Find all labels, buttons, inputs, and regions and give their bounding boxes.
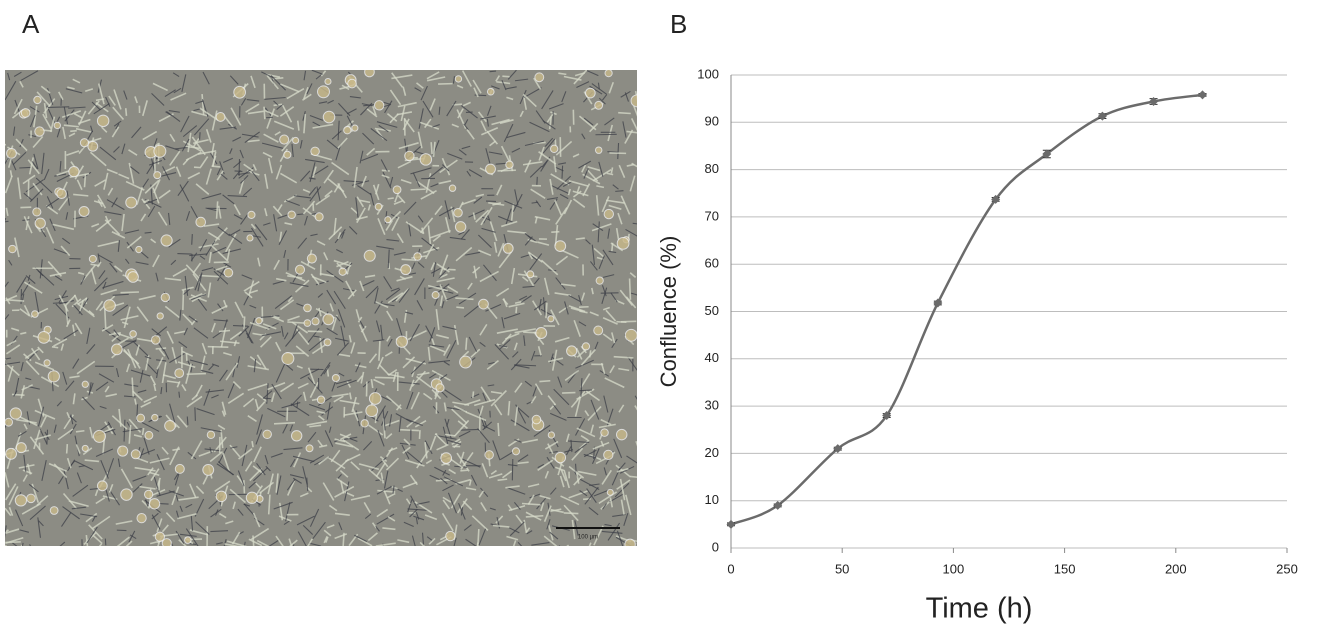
cell-texture — [5, 70, 637, 546]
marker — [1097, 111, 1107, 121]
y-tick-label: 10 — [705, 492, 719, 507]
y-tick-label: 60 — [705, 256, 719, 271]
y-tick-label: 100 — [697, 66, 719, 81]
y-tick-label: 50 — [705, 303, 719, 318]
y-tick-label: 20 — [705, 445, 719, 460]
panel-label: B — [670, 9, 687, 39]
marker — [1042, 149, 1052, 159]
marker — [726, 519, 736, 529]
y-tick-label: 0 — [712, 539, 719, 554]
marker — [833, 444, 843, 454]
panel-label: A — [22, 9, 40, 39]
x-tick-label: 150 — [1054, 561, 1076, 576]
x-tick-label: 250 — [1276, 561, 1298, 576]
marker — [933, 298, 943, 308]
scale-bar-label: 100 µm — [578, 535, 598, 541]
x-tick-label: 50 — [835, 561, 849, 576]
y-tick-label: 30 — [705, 398, 719, 413]
x-axis-title: Time (h) — [926, 593, 1033, 625]
marker — [1197, 90, 1207, 100]
marker — [882, 411, 892, 421]
marker — [991, 194, 1001, 204]
marker — [773, 500, 783, 510]
x-tick-label: 0 — [727, 561, 734, 576]
marker — [1149, 96, 1159, 106]
y-tick-label: 80 — [705, 161, 719, 176]
y-tick-label: 70 — [705, 208, 719, 223]
y-axis-title: Confluence (%) — [656, 236, 681, 388]
x-tick-label: 100 — [943, 561, 965, 576]
x-tick-label: 200 — [1165, 561, 1187, 576]
chart: 0 10 20 30 40 50 60 70 80 90 100 0 50 100 150 200 250 Tim… — [656, 66, 1298, 624]
y-tick-label: 40 — [705, 350, 719, 365]
series-line — [730, 93, 1203, 526]
y-tick-label: 90 — [705, 114, 719, 129]
micrograph — [5, 70, 637, 546]
